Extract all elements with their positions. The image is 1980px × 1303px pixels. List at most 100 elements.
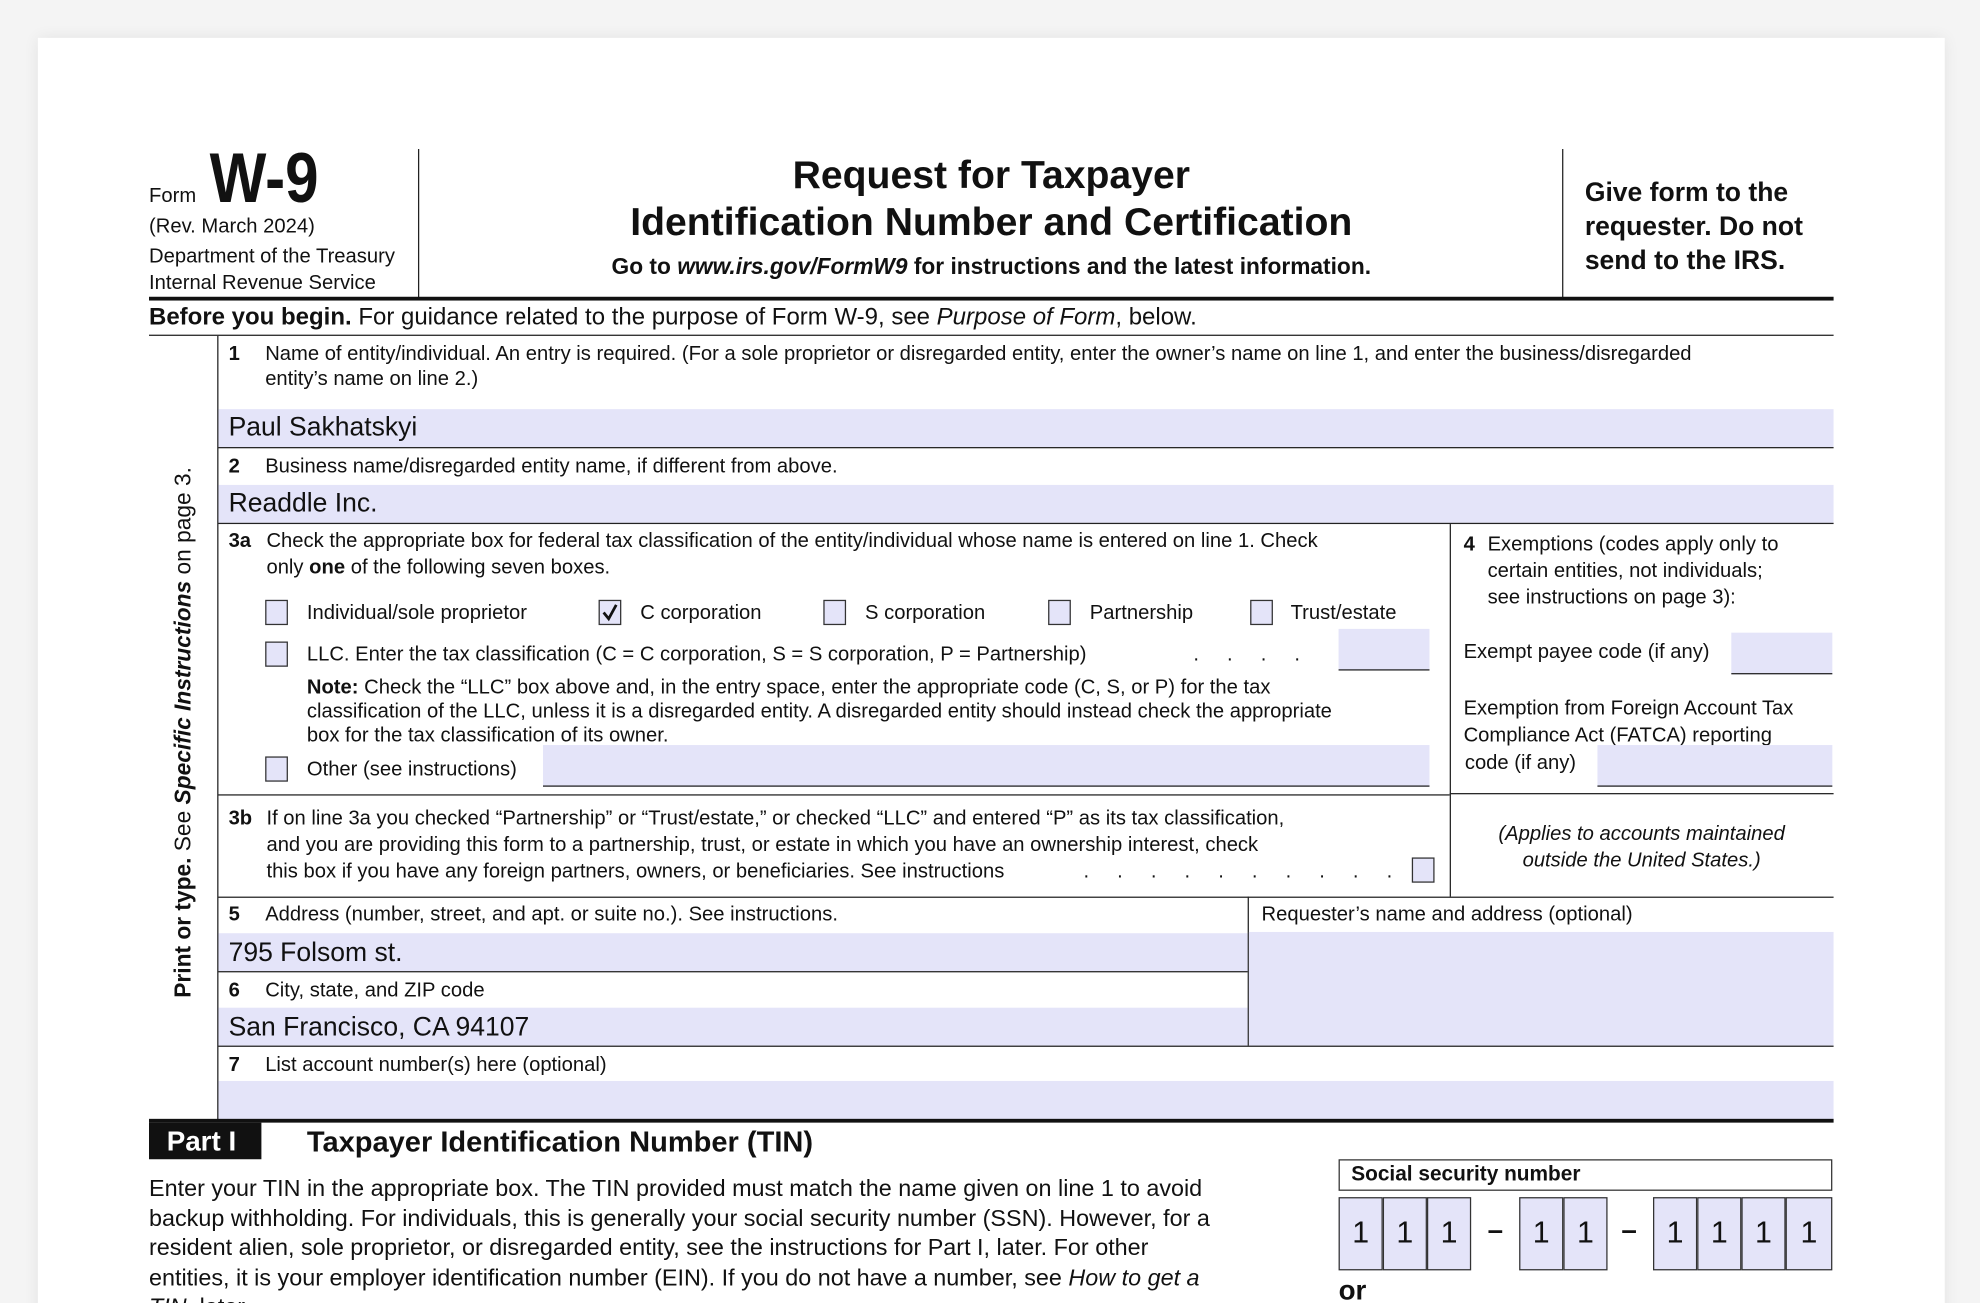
goto-suffix: for instructions and the latest informat…: [913, 253, 1372, 280]
line3b-text: and you are providing this form to a par…: [266, 834, 1259, 857]
address-value: 795 Folsom st.: [228, 938, 403, 968]
line-number: 2: [228, 455, 240, 478]
line1-label: Name of entity/individual. An entry is r…: [265, 343, 1692, 365]
ssn-digit[interactable]: 1: [1563, 1197, 1608, 1271]
or-label: or: [1338, 1274, 1367, 1303]
part1-instructions: Enter your TIN in the appropriate box. T…: [149, 1173, 1210, 1303]
checkbox-foreign-partners[interactable]: [1411, 857, 1435, 883]
llc-note: Note: Check the “LLC” box above and, in …: [307, 676, 1332, 748]
divider: [218, 896, 1834, 898]
checkbox-c-corporation[interactable]: [598, 599, 622, 626]
business-name-field[interactable]: Readdle Inc.: [218, 484, 1834, 523]
note-bold: Note:: [306, 676, 359, 699]
department: Department of the Treasury: [149, 246, 395, 268]
print-or-type: Print or type.: [170, 857, 196, 998]
line-number: 3b: [228, 808, 253, 830]
divider: [218, 1045, 1834, 1047]
ssn-digit[interactable]: 1: [1697, 1197, 1742, 1271]
requester-label: Requester’s name and address (optional): [1261, 904, 1633, 926]
ssn-digit[interactable]: 1: [1785, 1197, 1833, 1271]
line-number: 5: [228, 904, 240, 926]
checkbox-s-corporation[interactable]: [823, 599, 847, 626]
title-line-1: Request for Taxpayer: [792, 152, 1190, 197]
line-number: 7: [228, 1054, 240, 1076]
leader-dots: . . . . . . . . . .: [1083, 861, 1393, 883]
give-form-note: Give form to the requester. Do not send …: [1585, 176, 1803, 278]
ssn-dash: –: [1487, 1213, 1504, 1246]
part1-badge: Part I: [149, 1122, 262, 1160]
checkbox-trust-estate[interactable]: [1250, 599, 1273, 626]
option-label: C corporation: [640, 602, 762, 624]
divider: [149, 1118, 1834, 1123]
divider: [149, 296, 1834, 301]
address-field[interactable]: 795 Folsom st.: [218, 933, 1248, 972]
irs-link[interactable]: www.irs.gov/FormW9: [677, 253, 908, 280]
fatca-label: Exemption from Foreign Account Tax: [1463, 698, 1794, 720]
ssn-digit[interactable]: 1: [1426, 1197, 1472, 1271]
divider: [218, 447, 1834, 449]
divider: [217, 335, 219, 1122]
exemptions-label: certain entities, not individuals;: [1487, 560, 1763, 583]
goto-line: Go to www.irs.gov/FormW9 for instruction…: [421, 248, 1563, 286]
ssn-digit[interactable]: 1: [1653, 1197, 1698, 1271]
checkbox-llc[interactable]: [265, 641, 288, 667]
checkmark-icon: [602, 604, 618, 622]
divider: [1247, 896, 1249, 1046]
checkbox-other[interactable]: [265, 756, 288, 782]
address-label: Address (number, street, and apt. or sui…: [265, 904, 838, 926]
instruction-text: , later.: [187, 1293, 251, 1303]
text: of the following seven boxes.: [350, 556, 611, 579]
ssn-digit[interactable]: 1: [1741, 1197, 1786, 1271]
line-number: 6: [228, 979, 240, 1002]
form-label: Form: [149, 185, 197, 208]
business-name-value: Readdle Inc.: [228, 488, 378, 518]
before-you-begin: Before you begin. For guidance related t…: [149, 304, 1197, 332]
before-begin-bold: Before you begin.: [149, 304, 352, 331]
line-number: 4: [1463, 534, 1475, 556]
city-state-zip-field[interactable]: San Francisco, CA 94107: [218, 1007, 1248, 1046]
line-number: 1: [228, 343, 240, 365]
checkbox-partnership[interactable]: [1048, 599, 1071, 626]
other-classification-field[interactable]: [543, 745, 1430, 787]
name-value: Paul Sakhatskyi: [228, 412, 418, 442]
fatca-note-line: outside the United States.): [1522, 849, 1761, 872]
divider: [1562, 149, 1564, 299]
exemptions-label: see instructions on page 3):: [1487, 587, 1736, 609]
give-form-line: Give form to the: [1584, 178, 1789, 208]
line3a-label-cont: only one of the following seven boxes.: [266, 556, 610, 581]
line1-label-cont: entity’s name on line 2.): [265, 368, 479, 391]
llc-classification-field[interactable]: [1338, 628, 1430, 671]
agency: Internal Revenue Service: [149, 272, 376, 295]
note-text: classification of the LLC, unless it is …: [306, 700, 1332, 723]
option-label: Partnership: [1089, 602, 1194, 624]
fatca-code-field[interactable]: [1597, 745, 1833, 787]
give-form-line: requester. Do not: [1584, 212, 1803, 242]
option-label: Individual/sole proprietor: [306, 602, 528, 624]
option-label: Trust/estate: [1290, 602, 1397, 624]
fatca-note-line: (Applies to accounts maintained: [1498, 823, 1785, 845]
fatca-label: code (if any): [1464, 752, 1577, 775]
form-revision: (Rev. March 2024): [149, 215, 315, 238]
checkbox-individual[interactable]: [265, 599, 288, 626]
goto-prefix: Go to: [611, 253, 671, 280]
account-numbers-field[interactable]: [218, 1080, 1834, 1121]
line3b-text: this box if you have any foreign partner…: [266, 861, 1005, 883]
divider: [218, 794, 1450, 796]
fatca-label: Compliance Act (FATCA) reporting: [1463, 724, 1773, 747]
text: only: [266, 556, 304, 579]
ssn-digit[interactable]: 1: [1519, 1197, 1564, 1271]
ssn-digit[interactable]: 1: [1338, 1197, 1383, 1271]
name-field[interactable]: Paul Sakhatskyi: [218, 409, 1834, 448]
city-label: City, state, and ZIP code: [265, 979, 485, 1002]
side-end: on page 3.: [170, 467, 196, 575]
divider: [149, 334, 1834, 336]
requester-field[interactable]: [1248, 931, 1834, 1046]
exempt-payee-label: Exempt payee code (if any): [1463, 641, 1710, 663]
ssn-digit[interactable]: 1: [1382, 1197, 1427, 1271]
title-line-2: Identification Number and Certification: [630, 199, 1353, 244]
option-label: S corporation: [865, 602, 986, 624]
text: one: [309, 556, 346, 579]
exempt-payee-field[interactable]: [1731, 632, 1833, 675]
instruction-italic: How to get a: [1068, 1263, 1200, 1290]
form-number: W-9: [209, 137, 319, 218]
